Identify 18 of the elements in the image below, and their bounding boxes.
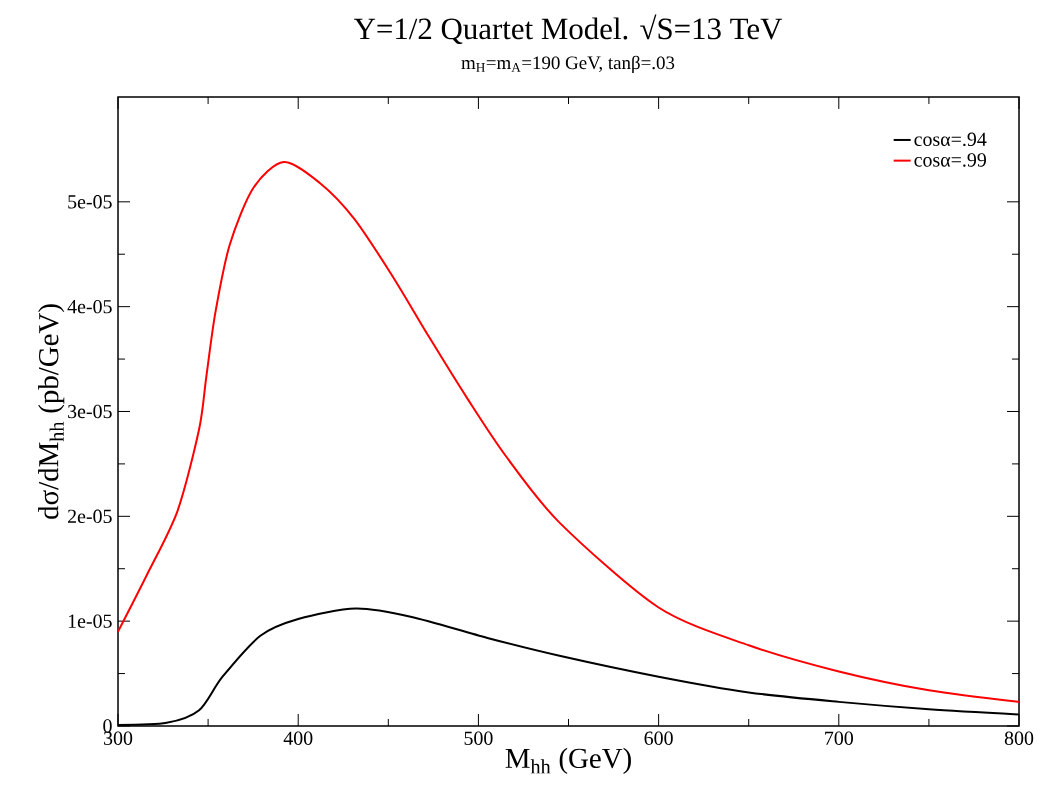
legend-label: cosα=.99 (914, 153, 986, 167)
y-tick-label: 4e-05 (67, 299, 112, 314)
x-axis-title: M$_{hh}$ (GeV) (505, 747, 631, 774)
x-tick-label: 700 (825, 731, 853, 745)
y-tick-label: 2e-05 (68, 509, 112, 524)
y-tick-label: 5e-05 (68, 195, 112, 209)
chart-title: Y=1/2 Quartet Model. √S=13 TeV (353, 14, 783, 44)
y-axis-title: dσ/dM$_{hh}$ (pb/GeV) (38, 304, 65, 519)
x-tick-label: 500 (464, 731, 493, 745)
legend-label: cosα=.94 (914, 132, 987, 147)
y-tick-label: 3e-05 (68, 404, 112, 419)
x-tick-label: 800 (1004, 731, 1034, 745)
x-tick-label: 300 (104, 731, 133, 745)
y-tick-label: 0 (103, 719, 112, 733)
y-tick-label: 1e-05 (68, 614, 112, 628)
x-tick-label: 600 (644, 731, 673, 745)
chart-subtitle: m$_{H}$=m$_{A}$=190 GeV, tanβ=.03 (461, 55, 675, 74)
x-tick-label: 400 (283, 731, 313, 745)
